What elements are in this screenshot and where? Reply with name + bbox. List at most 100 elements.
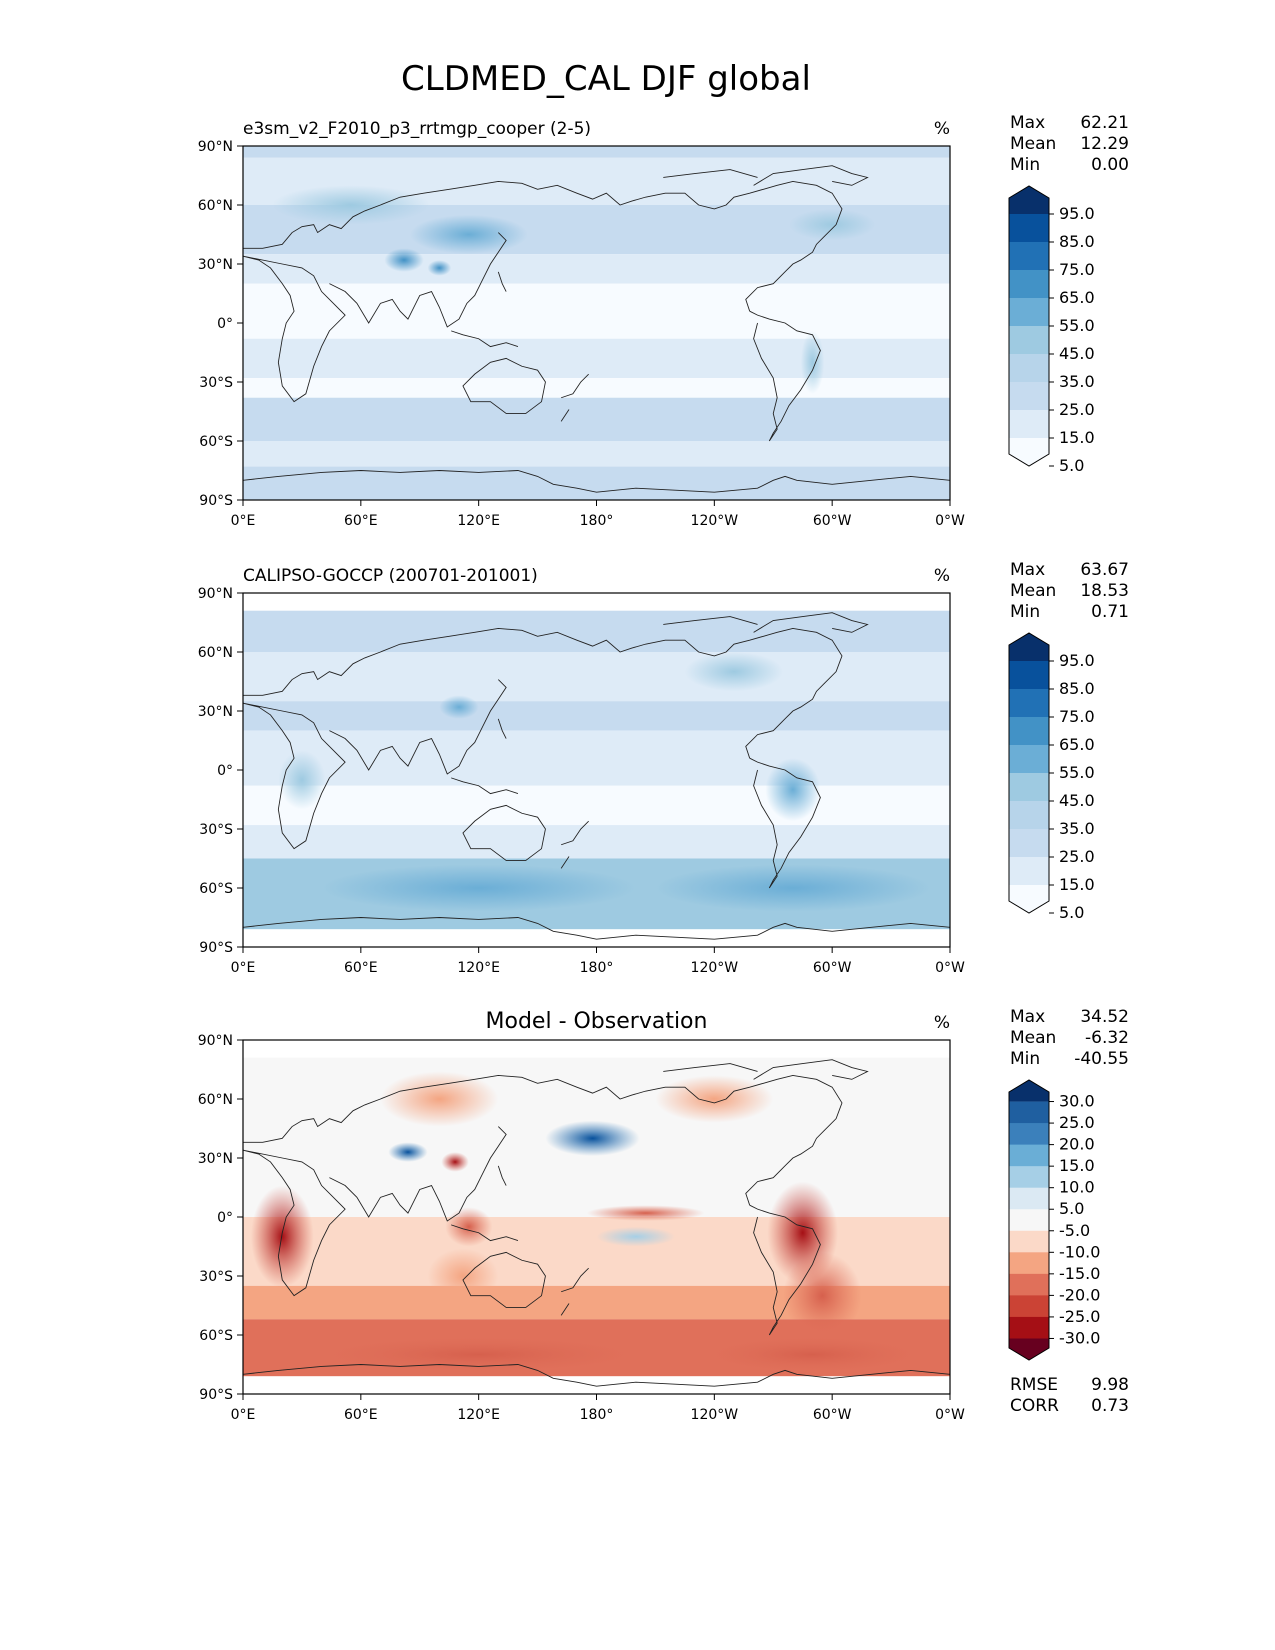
lat-label: 90°N bbox=[198, 139, 233, 155]
lat-label: 60°S bbox=[199, 434, 233, 450]
lat-label: 30°S bbox=[199, 375, 233, 391]
colorbar-swatch bbox=[1009, 1101, 1049, 1124]
stat-label: Max bbox=[1010, 1007, 1045, 1027]
lat-label: 90°S bbox=[199, 493, 233, 509]
colorbar-tick-label: 45.0 bbox=[1059, 791, 1095, 810]
colorbar-tick-label: 15.0 bbox=[1059, 428, 1095, 447]
stat-value: -40.55 bbox=[1074, 1049, 1129, 1069]
panel-title: CALIPSO-GOCCP (200701-201001) bbox=[243, 566, 538, 586]
lat-label: 30°N bbox=[198, 704, 233, 720]
stat-label: Max bbox=[1010, 113, 1045, 133]
lat-label: 90°S bbox=[199, 1387, 233, 1403]
colorbar: 95.0 85.0 75.0 65.0 55.0 45.0 35.0 25.0 15.0 5.0 bbox=[1008, 185, 1095, 475]
colorbar-swatch bbox=[1009, 1123, 1049, 1146]
lat-label: 30°S bbox=[199, 822, 233, 838]
lat-label: 0° bbox=[217, 316, 233, 332]
lat-label: 30°N bbox=[198, 257, 233, 273]
colorbar-tick-label: 75.0 bbox=[1059, 707, 1095, 726]
map-panel-3: Model - Observation % 90°N 60°N 30°N 0° 30°S 60… bbox=[198, 1007, 1129, 1423]
colorbar-swatch bbox=[1009, 661, 1049, 690]
lon-label: 60°W bbox=[813, 960, 852, 976]
lon-label: 180° bbox=[580, 960, 614, 976]
colorbar-tick-label: 5.0 bbox=[1059, 456, 1084, 475]
stat-value: 0.71 bbox=[1091, 602, 1129, 622]
colorbar-tick-label: 5.0 bbox=[1059, 903, 1084, 922]
lat-label: 60°S bbox=[199, 1328, 233, 1344]
lon-label: 0°E bbox=[231, 1407, 256, 1423]
stat-label: Max bbox=[1010, 560, 1045, 580]
stat-value: 9.98 bbox=[1091, 1375, 1129, 1395]
lat-label: 90°N bbox=[198, 586, 233, 602]
colorbar-tick-label: 25.0 bbox=[1059, 847, 1095, 866]
colorbar-swatch bbox=[1009, 801, 1049, 830]
colorbar-tick-label: -5.0 bbox=[1059, 1221, 1090, 1240]
lon-label: 120°E bbox=[457, 960, 500, 976]
units-label: % bbox=[934, 1013, 950, 1033]
stat-label: Min bbox=[1010, 155, 1040, 175]
lon-label: 0°W bbox=[935, 1407, 965, 1423]
lon-label: 120°W bbox=[691, 513, 739, 529]
colorbar-swatch bbox=[1009, 242, 1049, 271]
lon-label: 60°W bbox=[813, 513, 852, 529]
colorbar: 30.0 25.0 20.0 15.0 10.0 5.0 -5.0 -10.0 -15.0 -20… bbox=[1008, 1079, 1100, 1361]
lat-label: 30°N bbox=[198, 1151, 233, 1167]
stat-label: CORR bbox=[1010, 1396, 1059, 1416]
colorbar-swatch bbox=[1009, 689, 1049, 718]
lon-label: 60°E bbox=[344, 960, 378, 976]
colorbar-tick-label: -30.0 bbox=[1059, 1328, 1100, 1347]
units-label: % bbox=[934, 119, 950, 139]
colorbar-swatch bbox=[1009, 1273, 1049, 1296]
colorbar-tick-label: 85.0 bbox=[1059, 679, 1095, 698]
lat-label: 0° bbox=[217, 763, 233, 779]
stat-label: Mean bbox=[1010, 1028, 1056, 1048]
colorbar-tick-label: 35.0 bbox=[1059, 819, 1095, 838]
colorbar-tick-label: 55.0 bbox=[1059, 316, 1095, 335]
colorbar-swatch bbox=[1009, 1187, 1049, 1210]
stat-value: 62.21 bbox=[1080, 113, 1129, 133]
lon-label: 60°W bbox=[813, 1407, 852, 1423]
map-panel-2: CALIPSO-GOCCP (200701-201001) % 90°N 60°N 30… bbox=[198, 560, 1129, 976]
colorbar-swatch bbox=[1009, 773, 1049, 802]
colorbar-swatch bbox=[1009, 1144, 1049, 1167]
colorbar-swatch bbox=[1009, 717, 1049, 746]
colorbar-swatch bbox=[1009, 1166, 1049, 1189]
colorbar-swatch bbox=[1009, 438, 1049, 466]
colorbar-swatch bbox=[1009, 1230, 1049, 1253]
colorbar-tick-label: -25.0 bbox=[1059, 1307, 1100, 1326]
colorbar-swatch bbox=[1009, 1295, 1049, 1318]
stat-label: Min bbox=[1010, 1049, 1040, 1069]
map-field bbox=[243, 146, 950, 500]
colorbar-tick-label: -15.0 bbox=[1059, 1264, 1100, 1283]
stat-value: 0.73 bbox=[1091, 1396, 1129, 1416]
colorbar-tick-label: 25.0 bbox=[1059, 400, 1095, 419]
colorbar-swatch bbox=[1009, 410, 1049, 439]
panel-title: e3sm_v2_F2010_p3_rrtmgp_cooper (2-5) bbox=[243, 119, 591, 139]
colorbar-swatch bbox=[1009, 382, 1049, 411]
colorbar-swatch bbox=[1009, 633, 1049, 661]
colorbar-swatch bbox=[1009, 354, 1049, 383]
colorbar-tick-label: 5.0 bbox=[1059, 1199, 1084, 1218]
lat-label: 30°S bbox=[199, 1269, 233, 1285]
colorbar-tick-label: 25.0 bbox=[1059, 1113, 1095, 1132]
colorbar-swatch bbox=[1009, 1316, 1049, 1339]
colorbar-tick-label: 85.0 bbox=[1059, 232, 1095, 251]
map-field bbox=[243, 1040, 950, 1394]
lat-label: 90°N bbox=[198, 1033, 233, 1049]
lat-label: 60°N bbox=[198, 645, 233, 661]
colorbar-tick-label: 55.0 bbox=[1059, 763, 1095, 782]
lat-label: 60°N bbox=[198, 198, 233, 214]
colorbar-tick-label: 75.0 bbox=[1059, 260, 1095, 279]
colorbar-swatch bbox=[1009, 270, 1049, 299]
colorbar-tick-label: 95.0 bbox=[1059, 204, 1095, 223]
lon-label: 120°W bbox=[691, 1407, 739, 1423]
map-field bbox=[243, 593, 950, 947]
colorbar-swatch bbox=[1009, 829, 1049, 858]
colorbar-swatch bbox=[1009, 1080, 1049, 1102]
colorbar-tick-label: 15.0 bbox=[1059, 875, 1095, 894]
lon-label: 0°W bbox=[935, 513, 965, 529]
colorbar-swatch bbox=[1009, 745, 1049, 774]
colorbar-tick-label: -20.0 bbox=[1059, 1285, 1100, 1304]
stat-label: Mean bbox=[1010, 581, 1056, 601]
colorbar-tick-label: 45.0 bbox=[1059, 344, 1095, 363]
